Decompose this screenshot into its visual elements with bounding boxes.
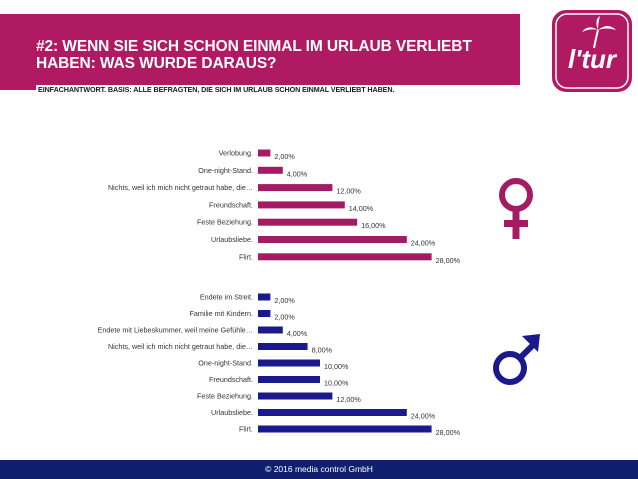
data-label: 8,00% [312,346,333,355]
data-label: 2,00% [274,313,295,322]
page-subtitle: EINFACHANTWORT. BASIS: ALLE BEFRAGTEN, D… [36,85,560,94]
bar [258,184,333,192]
category-label: Freundschaft. [209,200,253,209]
logo-badge [552,10,632,92]
bar [258,218,358,226]
category-label: Endete im Streit. [200,293,253,302]
female-symbol-icon [499,178,533,239]
palm-tree-icon [582,16,616,49]
data-label: 14,00% [349,204,374,213]
data-label: 2,00% [274,152,295,161]
bar [258,293,271,301]
data-label: 10,00% [324,379,349,388]
bar [258,392,333,400]
category-label: Freundschaft. [209,375,253,384]
data-label: 4,00% [287,169,308,178]
category-label: Urlaubsliebe. [211,235,253,244]
bar-chart-male: Endete im Streit. 2,00% Familie mit Kinder… [98,293,461,438]
logo-text: l'tur [568,44,618,74]
category-label: Feste Beziehung. [197,392,253,401]
ltur-logo: l'tur [548,4,634,96]
bar [258,253,432,261]
male-symbol-icon [493,334,540,385]
title-band [0,14,520,90]
bar [258,376,320,383]
bar [258,409,407,416]
logo-badge-inner [555,13,629,89]
category-label: Flirt. [239,252,253,261]
header: #2: WENN SIE SICH SCHON EINMAL IM URLAUB… [0,0,638,100]
footer: © 2016 media control GmbH [0,460,638,479]
category-label: Familie mit Kindern. [189,309,253,318]
data-label: 10,00% [324,362,349,371]
data-label: 28,00% [436,428,461,437]
category-label: Feste Beziehung. [197,218,253,227]
page-title: #2: WENN SIE SICH SCHON EINMAL IM URLAUB… [36,38,472,72]
copyright-text: © 2016 media control GmbH [265,464,373,474]
category-label: Nichts, weil ich mich nicht getraut habe… [108,183,253,192]
category-label: One-night-Stand. [198,359,253,368]
charts-area: Verlobung. 2,00% One-night-Stand. 4,00% Nich… [98,149,461,438]
bar [258,359,320,367]
category-label: Endete mit Liebeskummer, weil meine Gefü… [98,326,253,335]
data-label: 12,00% [336,395,361,404]
bar [258,236,407,243]
category-label: One-night-Stand. [198,166,253,175]
category-label: Flirt. [239,425,253,434]
bar [258,326,283,334]
data-label: 4,00% [287,329,308,338]
category-label: Verlobung. [219,149,253,158]
data-label: 2,00% [274,296,295,305]
bar [258,201,345,209]
bar [258,310,271,317]
data-label: 16,00% [361,221,386,230]
bar-chart-female: Verlobung. 2,00% One-night-Stand. 4,00% Nich… [108,149,461,265]
data-label: 24,00% [411,239,436,248]
bar [258,343,308,350]
data-label: 12,00% [336,187,361,196]
bar [258,149,271,157]
category-label: Nichts, weil ich mich nicht getraut habe… [108,342,253,351]
bar [258,425,432,433]
category-label: Urlaubsliebe. [211,408,253,417]
data-label: 24,00% [411,412,436,421]
data-label: 28,00% [436,256,461,265]
bar [258,166,283,174]
